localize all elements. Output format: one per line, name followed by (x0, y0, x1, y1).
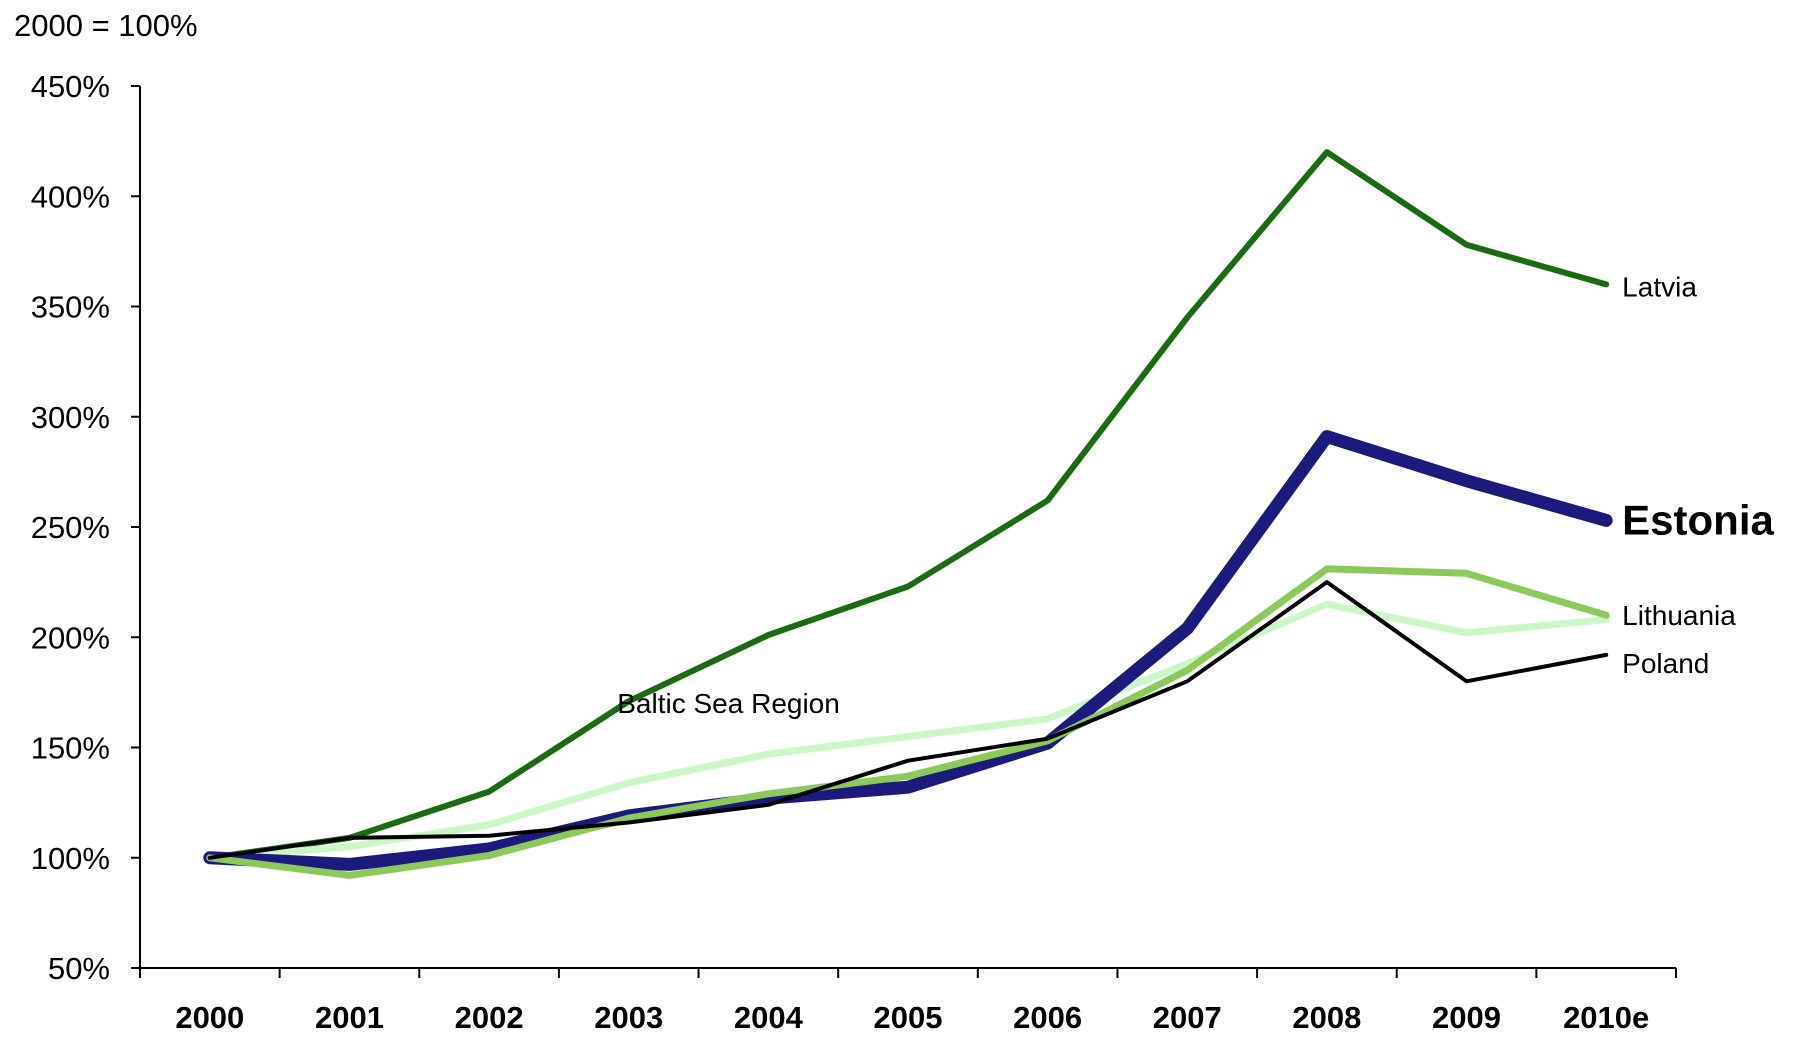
series-line-latvia (206, 149, 1610, 861)
series-line-baltic-sea-region (206, 600, 1610, 862)
x-tick-label: 2000 (175, 1000, 244, 1035)
unit-label: 2000 = 100% (14, 8, 198, 43)
y-tick-label: 200% (31, 620, 110, 655)
x-tick-label: 2008 (1292, 1000, 1361, 1035)
labels-group: Latvia Estonia Lithuania Poland Baltic Sea R… (617, 271, 1774, 718)
series-label-latvia: Latvia (1622, 271, 1697, 302)
x-tick-label: 2009 (1432, 1000, 1501, 1035)
y-tick-label: 350% (31, 290, 110, 325)
x-tick-label: 2001 (315, 1000, 384, 1035)
series-line-lithuania (206, 565, 1610, 879)
series-label-lithuania: Lithuania (1622, 600, 1736, 631)
x-tick-label: 2007 (1153, 1000, 1222, 1035)
y-tick-label: 250% (31, 510, 110, 545)
y-tick-label: 300% (31, 400, 110, 435)
x-tick-label: 2006 (1013, 1000, 1082, 1035)
y-tick-label: 150% (31, 731, 110, 766)
x-tick-label: 2003 (594, 1000, 663, 1035)
x-tick-label: 2002 (455, 1000, 524, 1035)
y-tick-label: 50% (48, 951, 110, 986)
x-tick-label: 2010e (1563, 1000, 1649, 1035)
axes: 50% 100% 150% 200% 250% 300% 350% 400% 450% 2000 2… (31, 69, 1677, 1035)
x-tick-label: 2004 (734, 1000, 804, 1035)
series-label-estonia: Estonia (1622, 496, 1774, 543)
y-tick-label: 450% (31, 69, 110, 104)
series-group (203, 149, 1613, 879)
annotation-baltic-sea-region: Baltic Sea Region (617, 688, 840, 719)
series-line-poland (207, 580, 1609, 860)
x-tick-label: 2005 (874, 1000, 943, 1035)
y-tick-label: 400% (31, 179, 110, 214)
y-tick-label: 100% (31, 841, 110, 876)
series-line-estonia (203, 430, 1613, 871)
series-label-poland: Poland (1622, 648, 1709, 679)
